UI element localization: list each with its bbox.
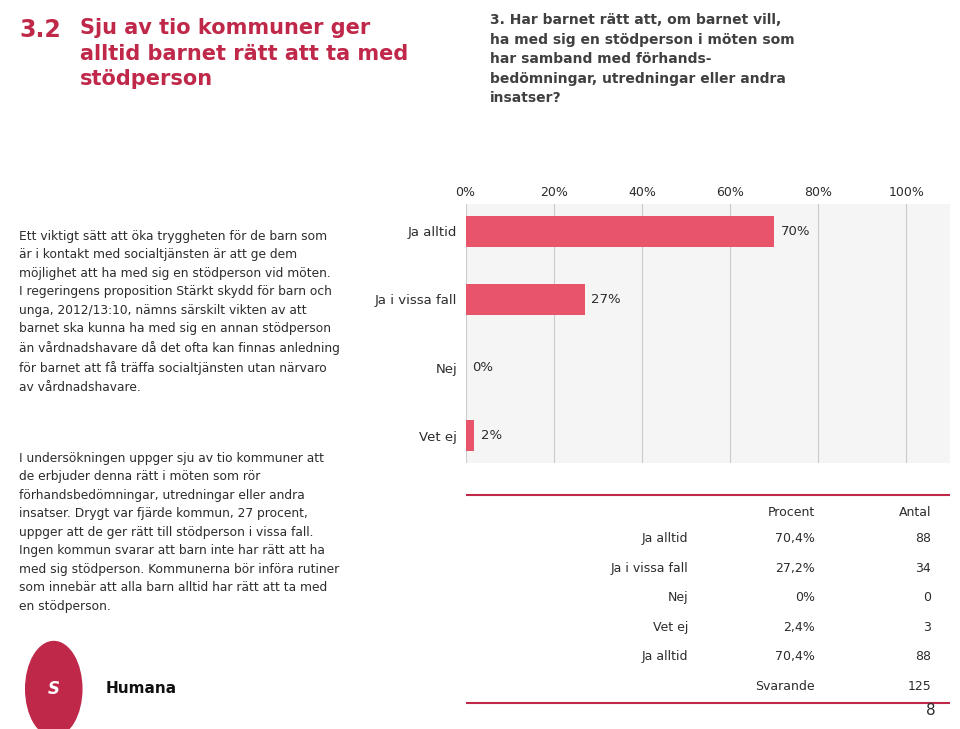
Text: Sju av tio kommuner ger
alltid barnet rätt att ta med
stödperson: Sju av tio kommuner ger alltid barnet rä… <box>80 18 408 90</box>
Text: Svarande: Svarande <box>755 679 815 693</box>
Text: 88: 88 <box>915 532 931 545</box>
Text: 34: 34 <box>915 561 931 574</box>
Circle shape <box>26 642 82 729</box>
Text: 2%: 2% <box>481 429 502 443</box>
Text: 70%: 70% <box>780 225 810 238</box>
Text: 0%: 0% <box>795 591 815 604</box>
Bar <box>466 284 585 315</box>
Text: 70,4%: 70,4% <box>775 650 815 663</box>
Text: Ett viktigt sätt att öka tryggheten för de barn som
är i kontakt med socialtjäns: Ett viktigt sätt att öka tryggheten för … <box>19 230 340 394</box>
Text: 0: 0 <box>923 591 931 604</box>
Text: 0%: 0% <box>472 361 493 374</box>
Text: Antal: Antal <box>899 506 931 519</box>
Text: S: S <box>48 680 60 698</box>
Text: 3. Har barnet rätt att, om barnet vill,
ha med sig en stödperson i möten som
har: 3. Har barnet rätt att, om barnet vill, … <box>490 13 795 105</box>
Text: 27,2%: 27,2% <box>775 561 815 574</box>
Bar <box>466 216 774 246</box>
Text: 125: 125 <box>907 679 931 693</box>
Text: 2,4%: 2,4% <box>783 621 815 634</box>
Text: Ja i vissa fall: Ja i vissa fall <box>611 561 688 574</box>
Text: Ja alltid: Ja alltid <box>642 650 688 663</box>
Text: 88: 88 <box>915 650 931 663</box>
Text: Procent: Procent <box>767 506 815 519</box>
Text: 27%: 27% <box>591 293 621 306</box>
Text: 8: 8 <box>926 703 936 718</box>
Text: Humana: Humana <box>106 682 177 696</box>
Bar <box>466 421 474 451</box>
Text: 70,4%: 70,4% <box>775 532 815 545</box>
Text: Vet ej: Vet ej <box>653 621 688 634</box>
Text: 3.2: 3.2 <box>19 18 60 42</box>
Text: I undersökningen uppger sju av tio kommuner att
de erbjuder denna rätt i möten s: I undersökningen uppger sju av tio kommu… <box>19 452 340 613</box>
Text: 3: 3 <box>924 621 931 634</box>
Text: Nej: Nej <box>668 591 688 604</box>
Text: Ja alltid: Ja alltid <box>642 532 688 545</box>
